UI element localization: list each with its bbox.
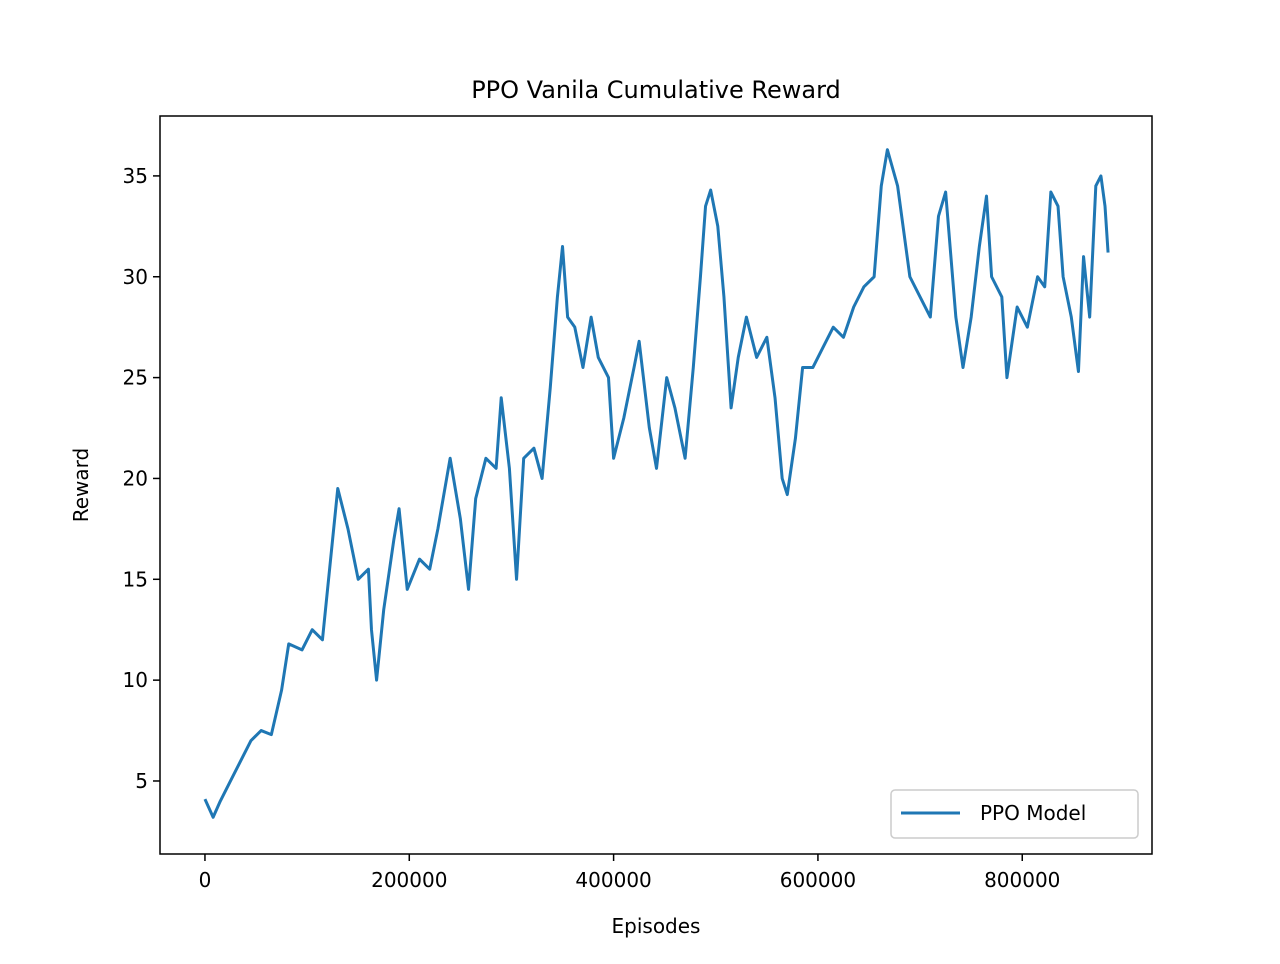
plot-frame (159, 115, 1153, 855)
legend-box (890, 789, 1139, 839)
y-axis-label: Reward (69, 448, 93, 522)
x-tick-label: 400000 (575, 868, 651, 892)
chart-title: PPO Vanila Cumulative Reward (471, 76, 841, 104)
x-tick-label: 600000 (780, 868, 856, 892)
y-tick-label: 15 (123, 567, 148, 591)
x-tick-label: 200000 (371, 868, 447, 892)
y-tick-label: 35 (123, 164, 148, 188)
x-tick-label: 0 (199, 868, 212, 892)
y-tick-label: 30 (123, 265, 148, 289)
x-tick-label: 800000 (984, 868, 1060, 892)
y-tick-label: 10 (123, 668, 148, 692)
y-tick-label: 20 (123, 466, 148, 490)
series-line (203, 148, 1110, 819)
y-tick-label: 5 (135, 769, 148, 793)
y-tick-label: 25 (123, 366, 148, 390)
legend-label: PPO Model (980, 801, 1086, 825)
x-axis-label: Episodes (612, 914, 701, 938)
